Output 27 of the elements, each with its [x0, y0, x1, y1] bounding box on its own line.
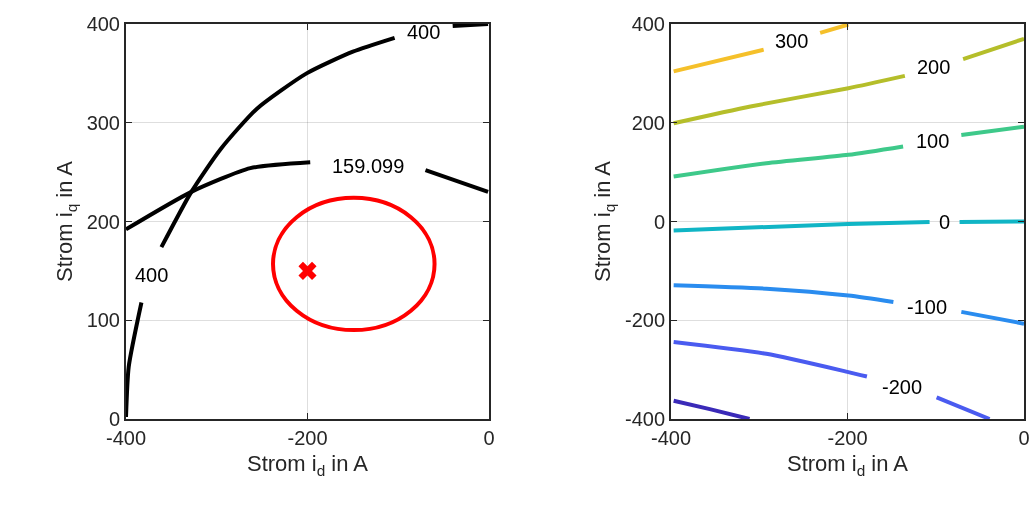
- y-tick-label: -400: [624, 408, 665, 430]
- x-tick-label: -200: [827, 427, 868, 449]
- y-tick-label: -200: [624, 309, 665, 332]
- x-axis-title: Strom i$_{d}$ in A: [786, 451, 909, 480]
- series-label: 300: [775, 30, 809, 52]
- series-label: 100: [916, 130, 950, 152]
- series-label: 0: [939, 211, 951, 233]
- y-tick-label: 200: [631, 111, 665, 134]
- y-tick-label: 400: [631, 13, 665, 35]
- series-label: 159.099: [332, 155, 405, 177]
- y-tick-label: 0: [653, 210, 665, 233]
- series-label: 400: [407, 21, 441, 43]
- x-tick-label: -400: [105, 427, 147, 449]
- y-tick-label: 200: [86, 210, 120, 233]
- y-tick-label: 0: [108, 408, 120, 430]
- y-tick-label: 300: [86, 111, 120, 134]
- x-tick-label: 0: [483, 427, 495, 449]
- x-tick-label: -400: [650, 427, 692, 449]
- x-tick-label: -200: [287, 427, 328, 449]
- x-axis-title: Strom i$_{d}$ in A: [246, 451, 369, 480]
- x-tick-label: 0: [1018, 427, 1030, 449]
- series-label: -100: [907, 296, 948, 318]
- series-label: 200: [917, 56, 951, 78]
- series-label: -200: [882, 376, 923, 398]
- text: 400: [135, 264, 169, 286]
- y-tick-label: 100: [86, 309, 120, 332]
- y-tick-label: 400: [86, 13, 120, 35]
